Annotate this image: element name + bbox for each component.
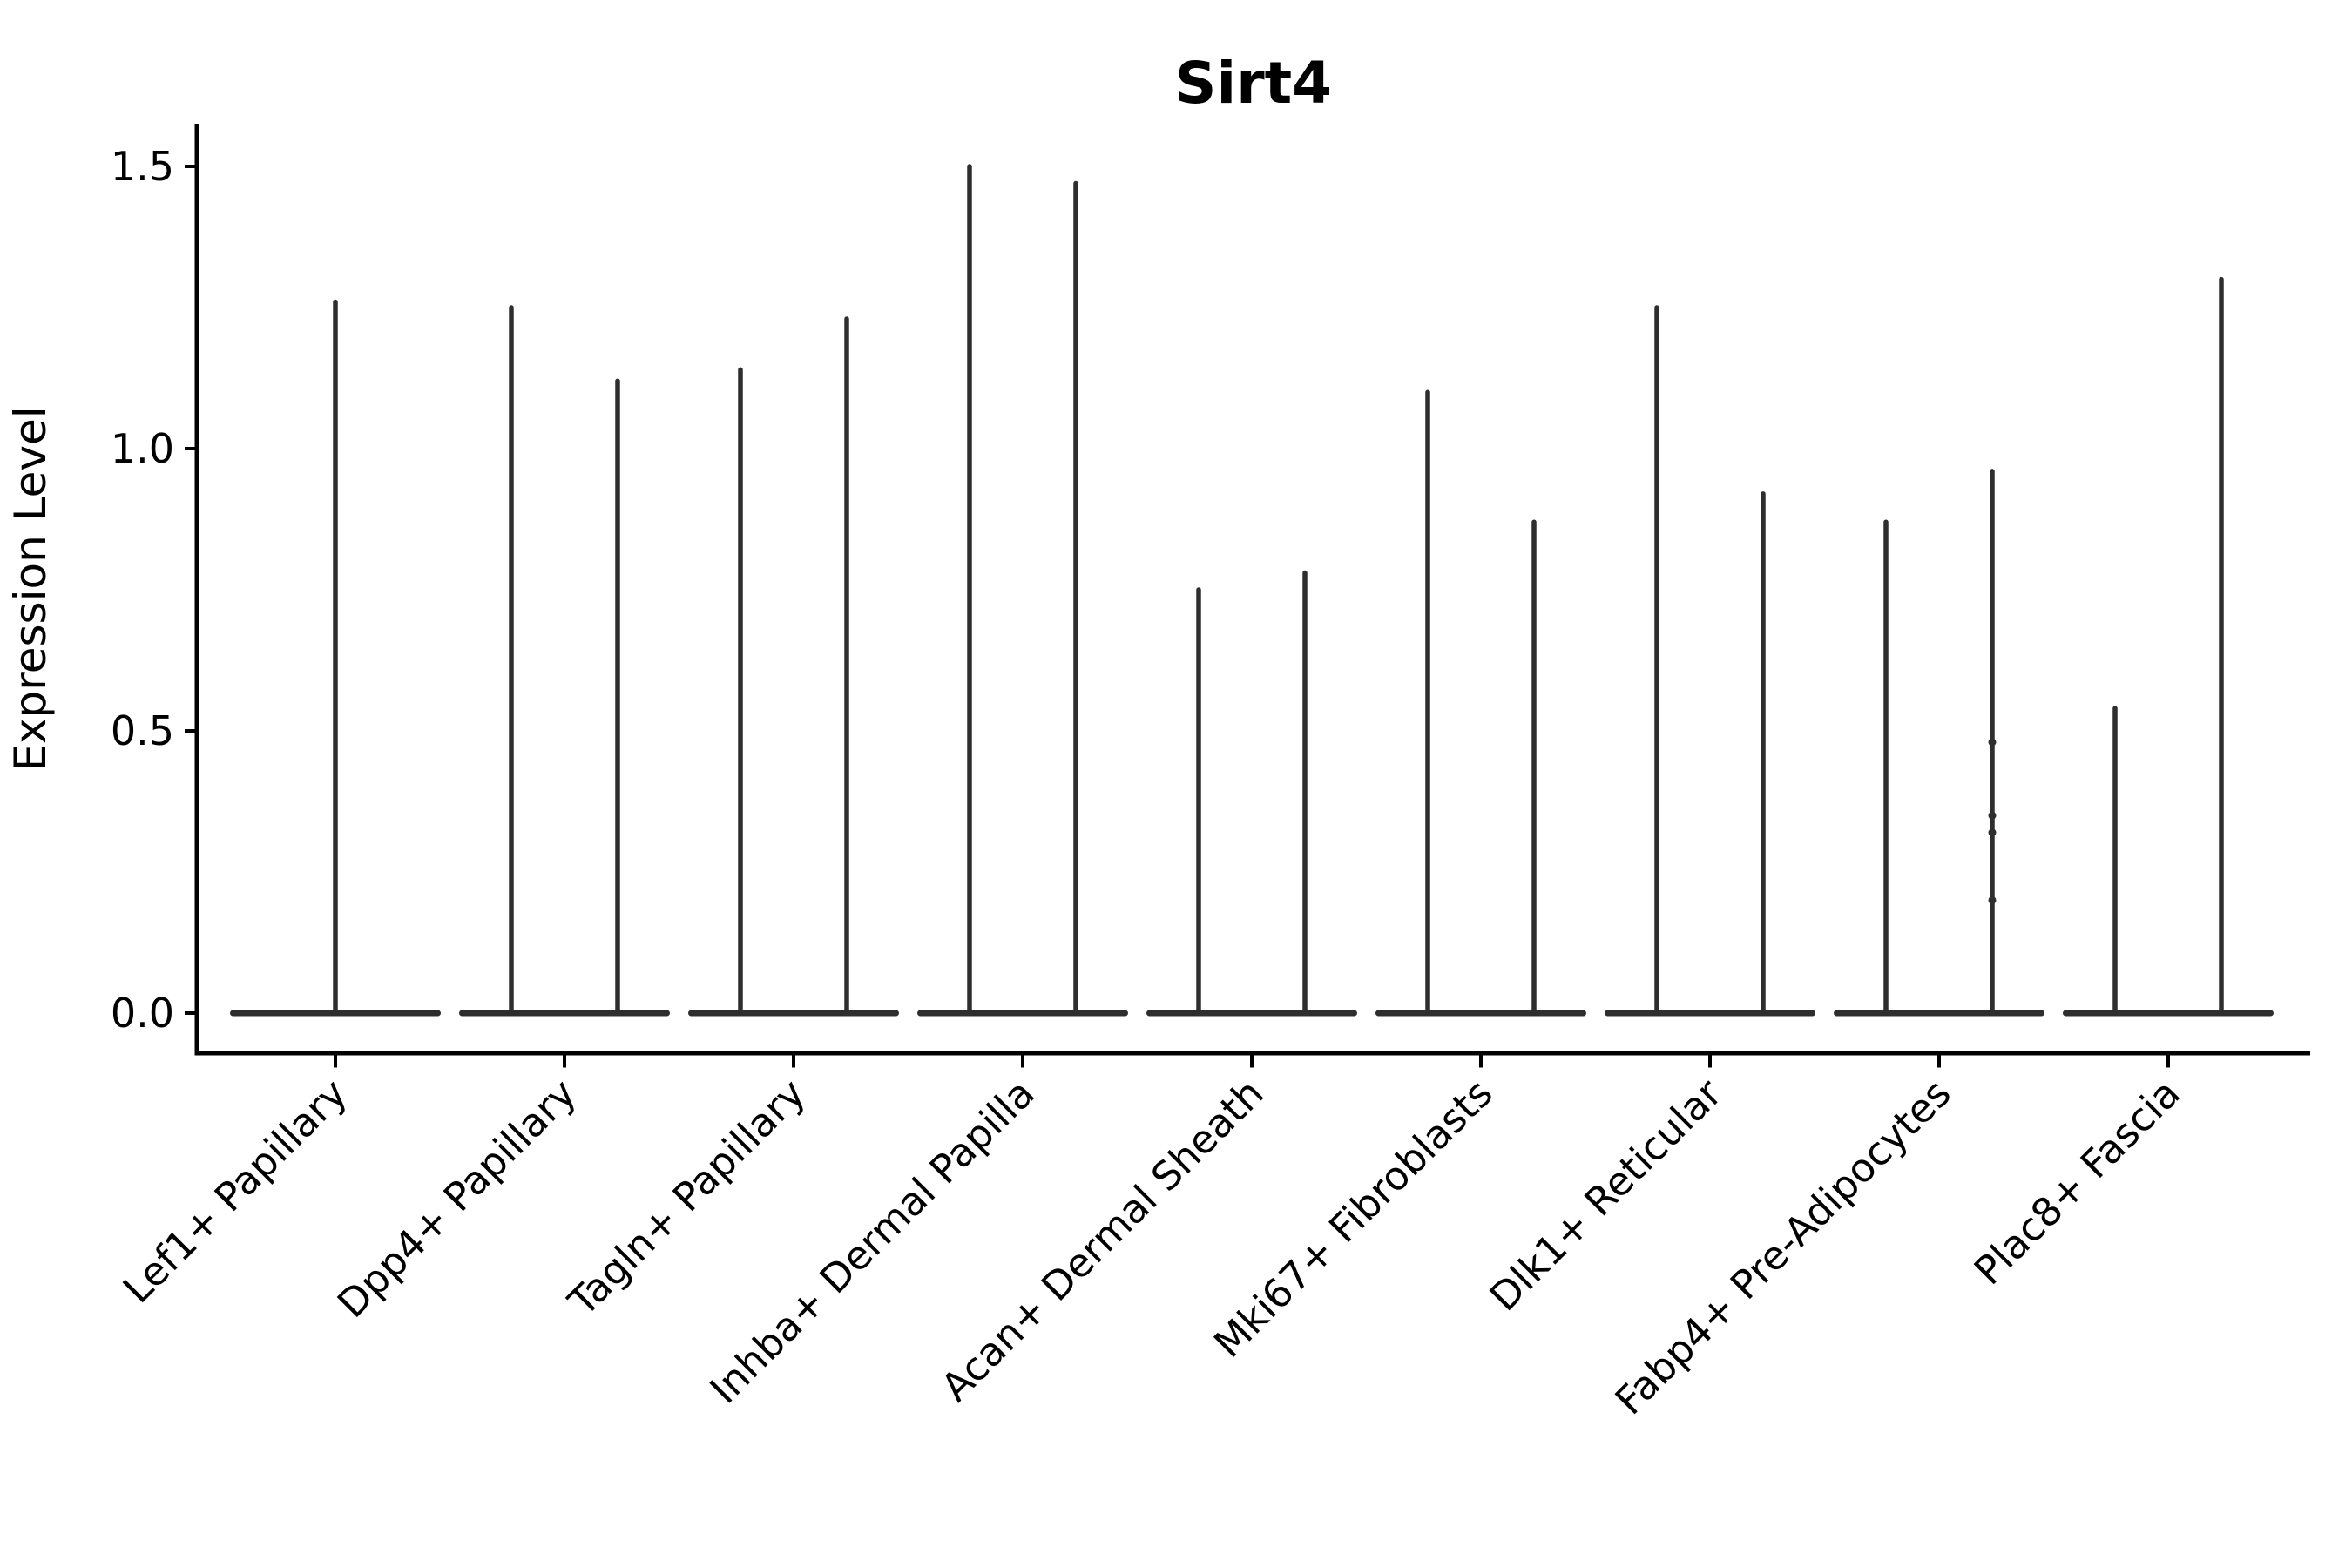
violin-base [917, 1010, 1128, 1017]
y-tick-label: 1.0 [111, 425, 174, 472]
x-tick-label: Dlk1+ Reticular [1481, 1070, 1731, 1320]
violin-base [1375, 1010, 1586, 1017]
jitter-point [1988, 896, 1997, 904]
chart-title: Sirt4 [1175, 50, 1332, 117]
violin-base [1146, 1010, 1357, 1017]
violin-base [459, 1010, 670, 1017]
jitter-point [1988, 738, 1997, 747]
violin-base [1605, 1010, 1815, 1017]
jitter-point [1988, 811, 1997, 820]
violin-base [1834, 1010, 2044, 1017]
x-tick-label: Lef1+ Papillary [114, 1070, 356, 1312]
x-tick-label: Dpp4+ Papillary [328, 1070, 585, 1327]
y-axis-label: Expression Level [5, 406, 56, 771]
y-tick-label: 1.5 [111, 143, 174, 190]
y-tick-label: 0.5 [111, 707, 174, 754]
jitter-point [1988, 828, 1997, 837]
x-tick-label: Tagln+ Papillary [559, 1070, 814, 1325]
x-tick-label: Plac8+ Fascia [1965, 1070, 2189, 1294]
y-tick-label: 0.0 [111, 990, 174, 1037]
violin-base [2063, 1010, 2274, 1017]
violin-base [688, 1010, 899, 1017]
